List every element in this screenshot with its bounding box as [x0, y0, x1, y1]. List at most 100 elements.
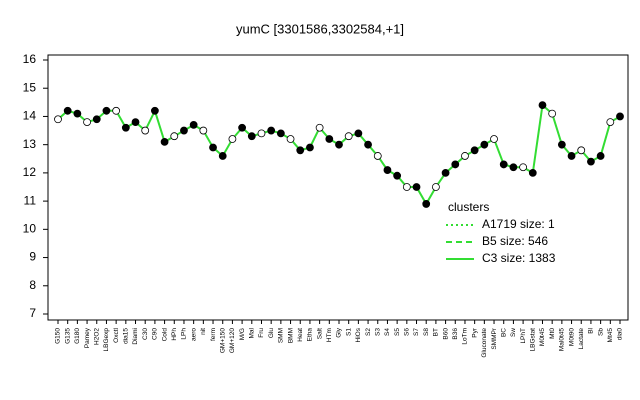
y-tick-label: 15: [23, 80, 37, 94]
y-tick-label: 16: [23, 52, 37, 66]
data-point: [54, 115, 62, 124]
x-tick-label: GM+120: [229, 328, 236, 353]
x-tick-label: Gly: [336, 327, 343, 338]
data-point: [63, 106, 72, 115]
x-tick-label: M/G: [239, 328, 246, 340]
data-point: [276, 129, 285, 138]
x-tick-label: LoTm: [462, 328, 469, 345]
data-point: [209, 143, 217, 152]
data-point: [121, 123, 130, 132]
data-point: [170, 132, 179, 141]
x-tick-label: S8: [423, 328, 430, 336]
x-tick-label: G150: [55, 328, 62, 344]
x-tick-label: Diami: [132, 328, 139, 345]
data-point: [325, 135, 334, 143]
x-tick-label: S1: [345, 328, 352, 336]
x-tick-label: Mal: [249, 327, 256, 338]
x-tick-label: HPh: [171, 328, 178, 341]
data-point: [519, 163, 528, 172]
x-tick-label: Cold: [161, 328, 168, 342]
x-tick-label: dia15: [123, 328, 130, 344]
data-point: [383, 166, 392, 174]
data-point: [548, 109, 557, 118]
x-tick-label: Lactate: [578, 328, 585, 350]
legend-label: A1719 size: 1: [482, 217, 555, 231]
data-point: [92, 115, 101, 124]
x-tick-label: G180: [74, 328, 81, 344]
x-tick-label: G135: [64, 328, 71, 344]
x-tick-label: Glu: [268, 328, 275, 339]
x-tick-label: dia0: [617, 328, 624, 341]
x-tick-label: BMM: [287, 328, 294, 343]
data-point: [364, 140, 372, 149]
y-tick-label: 9: [29, 250, 36, 264]
x-tick-label: Mt45: [607, 328, 614, 343]
data-point: [238, 123, 247, 132]
data-point: [344, 132, 353, 141]
data-point: [354, 129, 363, 138]
x-tick-label: M0t45: [539, 328, 546, 346]
y-tick-label: 13: [23, 137, 37, 151]
data-point: [83, 118, 91, 126]
x-tick-label: Fru: [258, 328, 265, 338]
data-point: [422, 200, 431, 208]
data-point: [257, 129, 266, 138]
data-point: [286, 135, 295, 143]
y-tick-label: 10: [23, 222, 37, 236]
data-point: [538, 101, 547, 110]
x-tick-label: S4: [384, 328, 391, 336]
data-point: [461, 152, 469, 160]
x-tick-label: aero: [190, 328, 197, 341]
data-point: [393, 171, 402, 180]
x-tick-label: Etha: [307, 328, 314, 342]
x-tick-label: Bl: [588, 327, 595, 333]
x-tick-label: SMM: [278, 328, 285, 343]
x-tick-label: GM+150: [219, 328, 226, 353]
y-tick-label: 12: [23, 165, 37, 179]
y-tick-label: 11: [24, 193, 37, 207]
data-point: [267, 126, 276, 135]
x-tick-label: C30: [142, 328, 149, 340]
data-point: [160, 137, 169, 146]
data-point: [112, 106, 121, 115]
data-point: [141, 126, 150, 135]
x-tick-label: S3: [374, 328, 381, 336]
x-tick-label: C90: [152, 328, 159, 340]
data-point: [509, 163, 518, 172]
data-point: [247, 132, 256, 141]
x-tick-label: HiOs: [355, 327, 362, 342]
x-tick-label: S5: [394, 328, 401, 336]
data-point: [218, 152, 227, 160]
x-tick-label: Heat: [297, 328, 304, 342]
data-point: [499, 160, 508, 169]
data-point: [228, 135, 237, 143]
x-tick-label: LPh: [181, 328, 188, 340]
x-tick-label: S6: [404, 328, 411, 336]
data-point: [451, 160, 460, 169]
data-point: [296, 146, 305, 155]
x-tick-label: SMMPr: [491, 327, 498, 350]
data-point: [402, 183, 411, 191]
data-point: [480, 140, 489, 149]
x-tick-label: LBGstat: [530, 328, 537, 352]
legend-title: clusters: [448, 200, 489, 214]
x-tick-label: Salt: [316, 328, 323, 339]
x-tick-label: BT: [433, 328, 440, 336]
data-point: [587, 157, 595, 166]
y-tick-label: 7: [29, 306, 36, 320]
data-point: [315, 123, 324, 132]
y-tick-label: 8: [29, 278, 36, 292]
data-point: [199, 126, 208, 135]
x-tick-label: B36: [452, 328, 459, 340]
data-point: [131, 118, 140, 126]
x-tick-label: S7: [413, 328, 420, 336]
data-point: [441, 168, 450, 177]
data-point: [567, 152, 576, 160]
chart-title: yumC [3301586,3302584,+1]: [236, 21, 404, 36]
x-tick-label: M0t90: [568, 328, 575, 346]
x-tick-label: Mt0: [549, 328, 556, 339]
data-point: [557, 140, 566, 149]
legend-label: B5 size: 546: [482, 234, 548, 248]
data-point: [373, 152, 382, 160]
